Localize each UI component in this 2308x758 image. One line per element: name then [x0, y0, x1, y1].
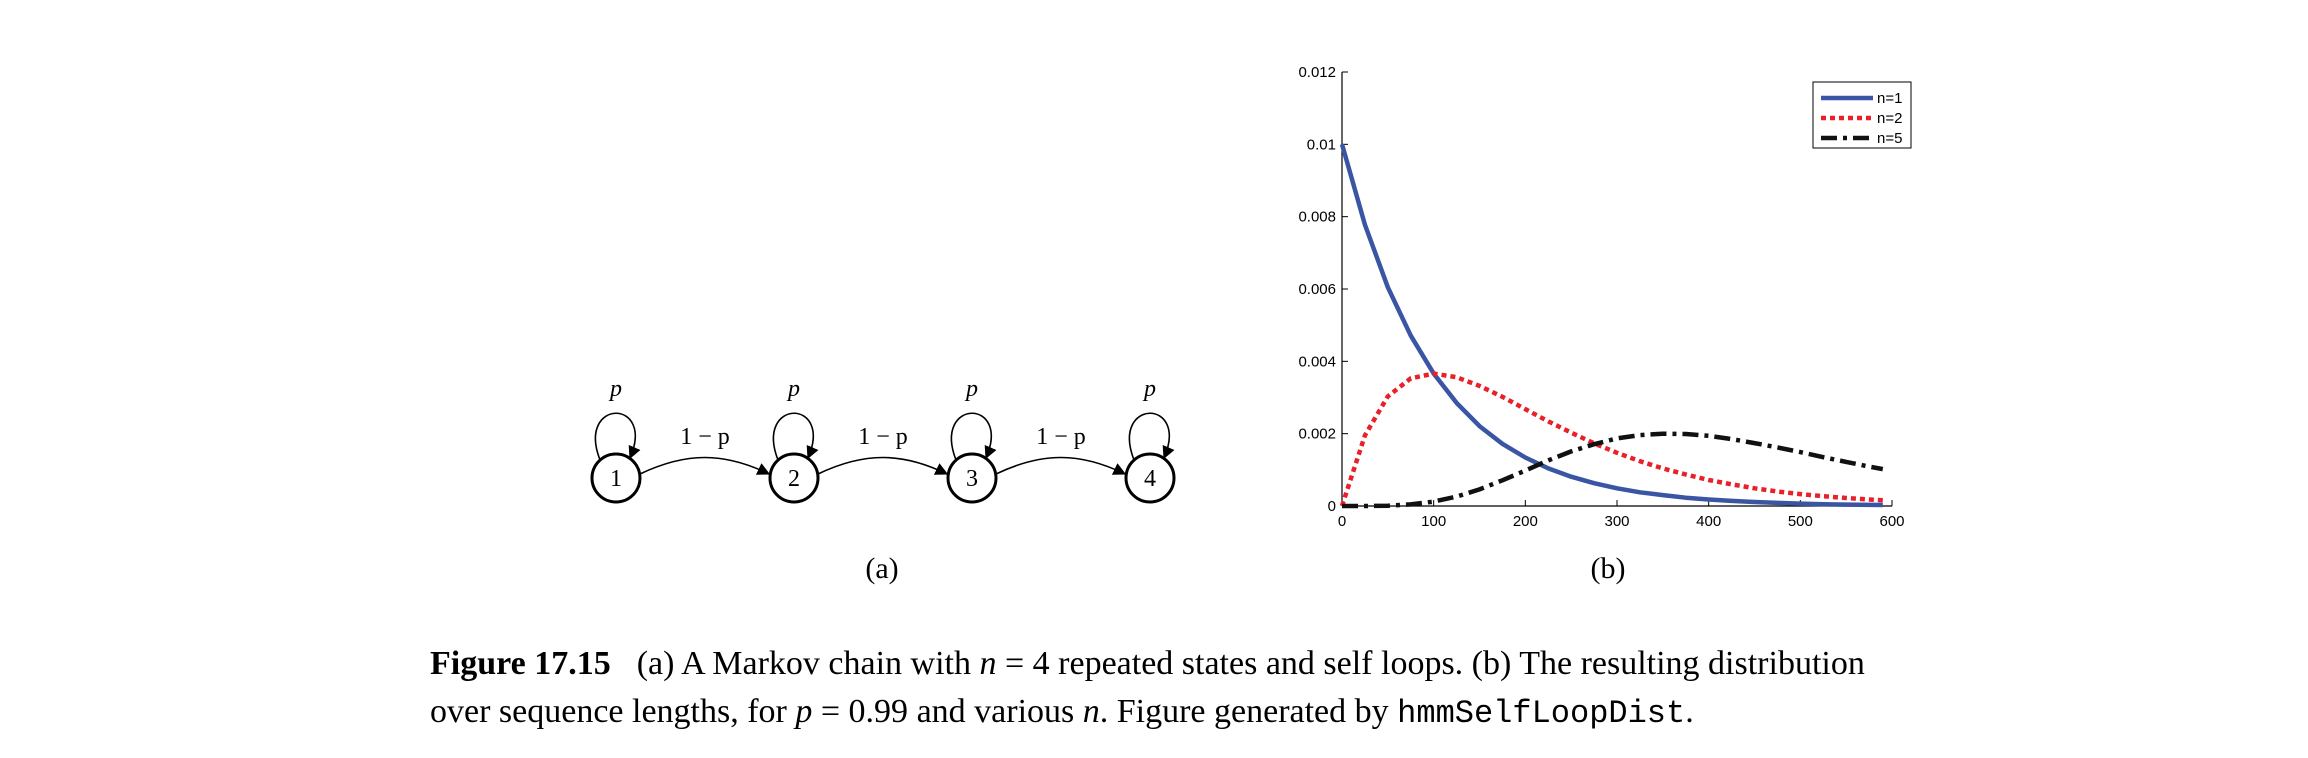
self-loop-label: p — [608, 376, 622, 402]
transition-arrow — [995, 456, 1127, 475]
x-tick-label: 100 — [1421, 513, 1446, 530]
transition-arrow — [639, 456, 771, 475]
x-tick-label: 600 — [1879, 513, 1904, 530]
caption-code: hmmSelfLoopDist — [1397, 695, 1686, 732]
y-tick-label: 0.006 — [1298, 281, 1336, 298]
y-tick-label: 0.004 — [1298, 353, 1336, 370]
caption-text: . — [1685, 693, 1694, 730]
state-label: 2 — [788, 466, 800, 492]
y-tick-label: 0.008 — [1298, 209, 1336, 226]
y-tick-label: 0.002 — [1298, 426, 1336, 443]
transition-label: 1 − p — [858, 424, 908, 450]
x-tick-label: 400 — [1696, 513, 1721, 530]
series-line-n=2 — [1339, 371, 1883, 507]
x-tick-label: 200 — [1513, 513, 1538, 530]
caption-math-n: n — [979, 645, 997, 682]
state-node — [768, 452, 820, 504]
transition-label: 1 − p — [1036, 424, 1086, 450]
self-loop-label: p — [964, 376, 978, 402]
transition-arrow — [817, 456, 949, 475]
caption-eq: = 4 — [996, 645, 1050, 682]
state-node — [1124, 452, 1176, 504]
self-loop-arrow — [594, 412, 641, 461]
caption-text: repeated states and self loops. (b) The … — [1049, 645, 1865, 682]
legend-label: n=1 — [1877, 90, 1902, 107]
transition-label: 1 − p — [680, 424, 730, 450]
state-node — [590, 452, 642, 504]
figure-caption: Figure 17.15 (a) A Markov chain with n = … — [430, 640, 2110, 738]
caption-eq: = 0.99 — [812, 693, 909, 730]
legend-label: n=5 — [1877, 130, 1902, 147]
x-tick-label: 0 — [1338, 513, 1346, 530]
self-loop-label: p — [1142, 376, 1156, 402]
y-tick-label: 0 — [1328, 498, 1336, 515]
x-tick-label: 300 — [1604, 513, 1629, 530]
x-tick-label: 500 — [1788, 513, 1813, 530]
markov-chain-diagram: p 1 1 − p p 2 1 − p p 3 1 − p p 4 — [590, 376, 1176, 504]
state-label: 4 — [1144, 466, 1156, 492]
series-line-n=5 — [1342, 431, 1884, 509]
caption-math-p: p — [795, 693, 813, 730]
caption-text: over sequence lengths, for — [430, 693, 796, 730]
caption-text: . Figure generated by — [1099, 693, 1398, 730]
caption-text: and various — [908, 693, 1083, 730]
caption-math-n: n — [1082, 693, 1100, 730]
y-tick-label: 0.012 — [1298, 64, 1336, 81]
figure-number: Figure 17.15 — [430, 645, 611, 682]
panel-label-a: (a) — [865, 552, 899, 585]
state-label: 3 — [966, 466, 978, 492]
y-tick-label: 0.01 — [1307, 136, 1336, 153]
sequence-length-chart: 0 100 200 300 400 500 600 0 0.002 0.004 0.006 0.008… — [1298, 64, 1912, 530]
self-loop-arrow — [950, 412, 997, 461]
self-loop-arrow — [772, 412, 819, 461]
state-node — [946, 452, 998, 504]
panel-label-b: (b) — [1590, 552, 1626, 585]
legend-label: n=2 — [1877, 110, 1902, 127]
self-loop-arrow — [1128, 412, 1175, 461]
self-loop-label: p — [786, 376, 800, 402]
state-label: 1 — [610, 466, 622, 492]
caption-text: (a) A Markov chain with — [636, 645, 980, 682]
